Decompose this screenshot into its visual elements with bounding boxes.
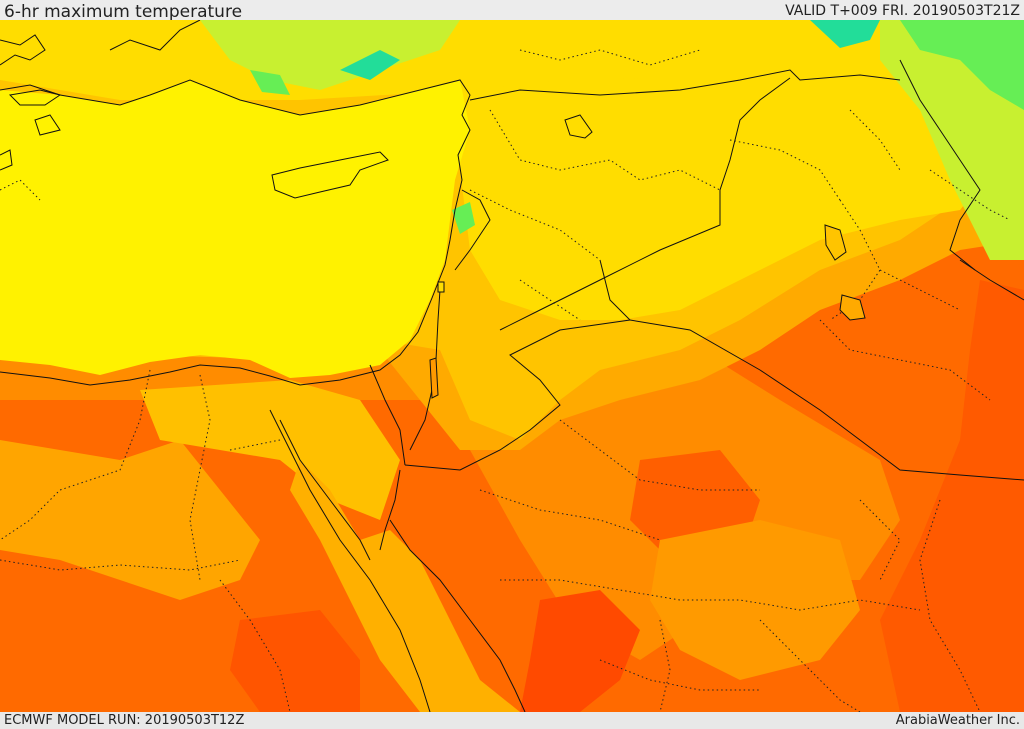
hot-patch-sw — [230, 610, 360, 712]
coastline-redsea-east — [389, 519, 526, 712]
border-egypt-israel — [369, 364, 406, 466]
light-gold-zone — [460, 60, 1000, 320]
model-run-label: ECMWF MODEL RUN: 20190503T12Z — [4, 713, 245, 728]
lake-tharthar — [824, 224, 847, 261]
coastline-gulf-aqaba — [379, 469, 401, 551]
map-title: 6-hr maximum temperature — [4, 2, 243, 22]
hot-patch-east — [880, 280, 1024, 712]
coastline-north — [0, 79, 471, 386]
sea-of-galilee — [437, 281, 445, 293]
light-orange-sw — [0, 440, 260, 600]
green-lebanon — [452, 202, 475, 234]
gold-egypt — [140, 380, 400, 520]
green-iran-core — [900, 20, 1024, 110]
cyan-spot-1 — [810, 20, 880, 48]
border-syria-turkey — [469, 69, 901, 101]
cyan-spot-2 — [340, 50, 400, 80]
province-borders — [0, 49, 1011, 712]
border-iran-iraq — [899, 59, 981, 271]
lake-razzaza — [839, 294, 866, 321]
lake-assad — [564, 114, 593, 139]
cyprus-island — [271, 151, 389, 199]
temperature-map[interactable] — [0, 20, 1024, 712]
hot-patch-south — [520, 590, 640, 712]
dead-sea — [429, 357, 439, 399]
coastline-gulf-suez — [279, 419, 371, 561]
valid-time-label: VALID T+009 FRI. 20190503T21Z — [785, 3, 1020, 19]
border-lebanon-syria — [454, 189, 491, 271]
mediterranean-sea — [0, 80, 470, 378]
aegean-coast — [0, 20, 201, 171]
coastline-redsea-west — [269, 409, 431, 712]
green-turkey-spot — [250, 70, 290, 95]
border-jordan-saudi — [404, 259, 632, 471]
amber-blob-arabia — [650, 520, 860, 680]
temperature-map-svg — [0, 20, 1024, 712]
border-iraq-saudi — [629, 319, 1024, 481]
coastline-persian-gulf — [959, 259, 1024, 301]
map-header: 6-hr maximum temperature VALID T+009 FRI… — [0, 0, 1024, 22]
credit-label: ArabiaWeather Inc. — [895, 713, 1020, 728]
border-syria-iraq — [499, 77, 791, 331]
map-footer: ECMWF MODEL RUN: 20190503T12Z ArabiaWeat… — [0, 712, 1024, 729]
